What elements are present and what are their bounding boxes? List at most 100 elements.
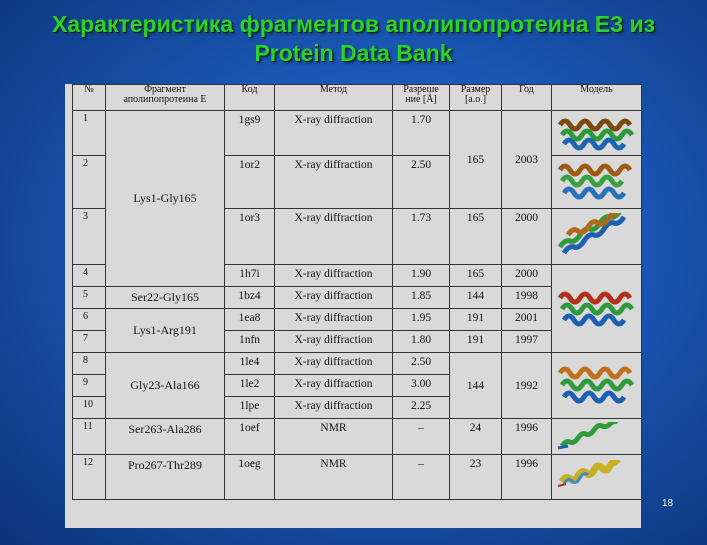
size-cell: 23 xyxy=(449,454,502,500)
header-code: Код xyxy=(224,84,275,111)
table-row: 12 Pro267-Thr289 1oeg NMR – 23 1996 xyxy=(72,454,642,500)
code-cell: 1gs9 xyxy=(224,110,275,156)
code-cell: 1le2 xyxy=(224,374,275,397)
model-image-1oef xyxy=(551,418,642,455)
row-num: 7 xyxy=(72,330,106,353)
fragment-cell: Ser22-Gly165 xyxy=(105,286,225,309)
fragment-cell: Ser263-Ala286 xyxy=(105,418,225,455)
year-cell: 1998 xyxy=(501,286,552,309)
row-num: 10 xyxy=(72,396,106,419)
table-row: 10 1lpe X-ray diffraction 2.25 xyxy=(72,396,642,419)
method-cell: X-ray diffraction xyxy=(274,110,393,156)
code-cell: 1oef xyxy=(224,418,275,455)
row-num: 6 xyxy=(72,308,106,331)
table-row: 2 1or2 X-ray diffraction 2.50 xyxy=(72,155,642,209)
row-num: 1 xyxy=(72,110,106,156)
size-cell: 165 xyxy=(449,208,502,265)
code-cell: 1nfn xyxy=(224,330,275,353)
resolution-cell: – xyxy=(392,454,450,500)
fragment-cell: Pro267-Thr289 xyxy=(105,454,225,500)
row-num: 9 xyxy=(72,374,106,397)
resolution-cell: 1.80 xyxy=(392,330,450,353)
year-cell: 1996 xyxy=(501,454,552,500)
method-cell: X-ray diffraction xyxy=(274,308,393,331)
title-line-1: Характеристика фрагментов аполипопротеин… xyxy=(51,11,656,37)
size-cell: 144 xyxy=(449,286,502,309)
year-cell: 2001 xyxy=(501,308,552,331)
title-line-2: Protein Data Bank xyxy=(254,40,453,66)
header-fragment: Фрагмент аполипопротеина Е xyxy=(105,84,225,111)
model-image-1or2 xyxy=(551,155,642,209)
year-cell: 1997 xyxy=(501,330,552,353)
resolution-cell: 1.85 xyxy=(392,286,450,309)
year-cell: 1992 xyxy=(501,352,552,419)
size-cell: 165 xyxy=(449,264,502,287)
code-cell: 1bz4 xyxy=(224,286,275,309)
table-header-row: № Фрагмент аполипопротеина Е Код Метод Ра… xyxy=(72,84,642,111)
method-cell: X-ray diffraction xyxy=(274,264,393,287)
table-row: 11 Ser263-Ala286 1oef NMR – 24 1996 xyxy=(72,418,642,455)
resolution-cell: 3.00 xyxy=(392,374,450,397)
resolution-cell: 1.90 xyxy=(392,264,450,287)
method-cell: X-ray diffraction xyxy=(274,330,393,353)
fragment-cell: Lys1-Gly165 xyxy=(105,110,225,287)
model-image-1gs9 xyxy=(551,110,642,156)
header-resolution: Разреше ние [Å] xyxy=(392,84,450,111)
code-cell: 1h7i xyxy=(224,264,275,287)
table-row: 1 Lys1-Gly165 1gs9 X-ray diffraction 1.7… xyxy=(72,110,642,287)
method-cell: X-ray diffraction xyxy=(274,352,393,375)
table-row: 3 1or3 X-ray diffraction 1.73 165 2000 xyxy=(72,208,642,265)
slide-title: Характеристика фрагментов аполипопротеин… xyxy=(0,10,707,68)
row-num: 12 xyxy=(72,454,106,500)
method-cell: X-ray diffraction xyxy=(274,396,393,419)
table-row: 8 Gly23-Ala166 1le4 X-ray diffraction 2.… xyxy=(72,352,642,419)
method-cell: NMR xyxy=(274,454,393,500)
method-cell: NMR xyxy=(274,418,393,455)
code-cell: 1or3 xyxy=(224,208,275,265)
header-method: Метод xyxy=(274,84,393,111)
row-num: 2 xyxy=(72,155,106,209)
table-panel: № Фрагмент аполипопротеина Е Код Метод Ра… xyxy=(65,84,642,528)
method-cell: X-ray diffraction xyxy=(274,208,393,265)
size-cell: 144 xyxy=(449,352,502,419)
year-cell: 2003 xyxy=(501,110,552,209)
resolution-cell: 1.73 xyxy=(392,208,450,265)
row-num: 8 xyxy=(72,352,106,375)
row-num: 11 xyxy=(72,418,106,455)
method-cell: X-ray diffraction xyxy=(274,286,393,309)
code-cell: 1oeg xyxy=(224,454,275,500)
row-num: 4 xyxy=(72,264,106,287)
year-cell: 2000 xyxy=(501,208,552,265)
resolution-cell: 2.50 xyxy=(392,352,450,375)
table-row: 4 1h7i X-ray diffraction 1.90 165 2000 xyxy=(72,264,642,353)
header-model: Модель xyxy=(551,84,642,111)
size-cell: 165 xyxy=(449,110,502,209)
resolution-cell: 2.50 xyxy=(392,155,450,209)
size-cell: 191 xyxy=(449,308,502,331)
model-image-1or3 xyxy=(551,208,642,265)
method-cell: X-ray diffraction xyxy=(274,374,393,397)
size-cell: 24 xyxy=(449,418,502,455)
model-image-1h7i xyxy=(551,264,642,353)
resolution-cell: 1.70 xyxy=(392,110,450,156)
apoe-fragments-table: № Фрагмент аполипопротеина Е Код Метод Ра… xyxy=(72,84,642,500)
fragment-cell: Gly23-Ala166 xyxy=(105,352,225,419)
method-cell: X-ray diffraction xyxy=(274,155,393,209)
year-cell: 1996 xyxy=(501,418,552,455)
row-num: 3 xyxy=(72,208,106,265)
code-cell: 1lpe xyxy=(224,396,275,419)
header-num: № xyxy=(72,84,106,111)
model-image-1le4 xyxy=(551,352,642,419)
page-number: 18 xyxy=(662,498,674,509)
header-year: Год xyxy=(501,84,552,111)
model-image-1oeg xyxy=(551,454,642,500)
table-row: 7 1nfn X-ray diffraction 1.80 191 1997 xyxy=(72,330,642,353)
code-cell: 1ea8 xyxy=(224,308,275,331)
code-cell: 1le4 xyxy=(224,352,275,375)
header-size: Размер [а.о.] xyxy=(449,84,502,111)
resolution-cell: 2.25 xyxy=(392,396,450,419)
fragment-cell: Lys1-Arg191 xyxy=(105,308,225,353)
resolution-cell: – xyxy=(392,418,450,455)
resolution-cell: 1.95 xyxy=(392,308,450,331)
code-cell: 1or2 xyxy=(224,155,275,209)
